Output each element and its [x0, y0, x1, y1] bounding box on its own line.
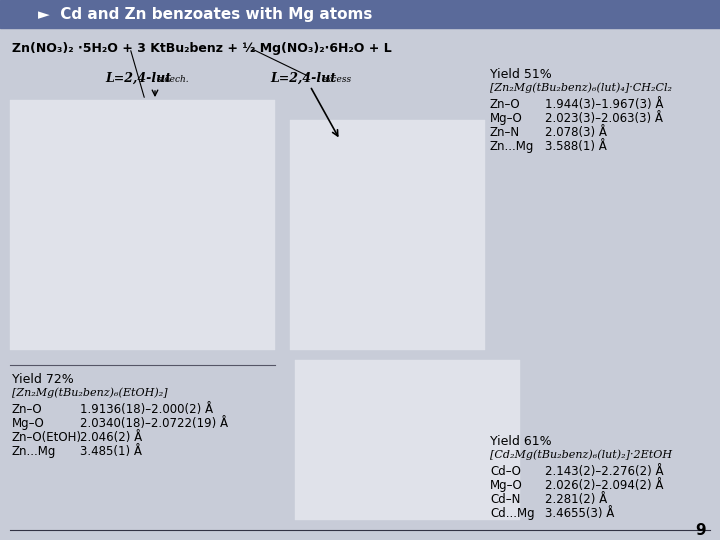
Text: L=2,4-lut: L=2,4-lut: [270, 72, 336, 85]
Text: 2.143(2)–2.276(2) Å: 2.143(2)–2.276(2) Å: [545, 465, 664, 478]
Text: Zn–O: Zn–O: [12, 403, 42, 416]
Text: Cd...Mg: Cd...Mg: [490, 507, 535, 520]
Text: Cd–N: Cd–N: [490, 493, 521, 506]
Bar: [295, 360, 520, 520]
Text: Yield 51%: Yield 51%: [490, 68, 552, 81]
Text: 1.9136(18)–2.000(2) Å: 1.9136(18)–2.000(2) Å: [80, 403, 213, 416]
Text: Mg–O: Mg–O: [490, 479, 523, 492]
Text: 2.023(3)–2.063(3) Å: 2.023(3)–2.063(3) Å: [545, 112, 663, 125]
Text: 9: 9: [696, 523, 706, 538]
Text: excess: excess: [322, 75, 352, 84]
Text: Mg–O: Mg–O: [490, 112, 523, 125]
Text: 2.026(2)–2.094(2) Å: 2.026(2)–2.094(2) Å: [545, 479, 664, 492]
Text: 3.485(1) Å: 3.485(1) Å: [80, 445, 142, 458]
Text: Zn–O: Zn–O: [490, 98, 521, 111]
Text: 3.588(1) Å: 3.588(1) Å: [545, 140, 607, 153]
Text: [Zn₂Mg(tBu₂benz)₆(EtOH)₂]: [Zn₂Mg(tBu₂benz)₆(EtOH)₂]: [12, 387, 168, 397]
Text: [Zn₂Mg(tBu₂benz)₆(lut)₄]·CH₂Cl₂: [Zn₂Mg(tBu₂benz)₆(lut)₄]·CH₂Cl₂: [490, 82, 672, 92]
Text: Mg–O: Mg–O: [12, 417, 45, 430]
Bar: [10, 100, 275, 350]
Text: Zn–N: Zn–N: [490, 126, 520, 139]
Text: 2.046(2) Å: 2.046(2) Å: [80, 431, 143, 444]
Text: Yield 72%: Yield 72%: [12, 373, 73, 386]
Text: 3.4655(3) Å: 3.4655(3) Å: [545, 507, 614, 520]
Text: Zn–O(EtOH): Zn–O(EtOH): [12, 431, 82, 444]
Text: stoech.: stoech.: [157, 75, 189, 84]
Text: ►  Cd and Zn benzoates with Mg atoms: ► Cd and Zn benzoates with Mg atoms: [38, 6, 372, 22]
Text: 2.078(3) Å: 2.078(3) Å: [545, 126, 607, 139]
Bar: [290, 120, 485, 350]
Text: Zn...Mg: Zn...Mg: [490, 140, 534, 153]
Text: 2.0340(18)–2.0722(19) Å: 2.0340(18)–2.0722(19) Å: [80, 417, 228, 430]
Text: Yield 61%: Yield 61%: [490, 435, 552, 448]
Text: Zn(NO₃)₂ ∙5H₂O + 3 KtBu₂benz + ½ Mg(NO₃)₂∙6H₂O + L: Zn(NO₃)₂ ∙5H₂O + 3 KtBu₂benz + ½ Mg(NO₃)…: [12, 42, 392, 55]
Text: 2.281(2) Å: 2.281(2) Å: [545, 493, 607, 506]
Text: [Cd₂Mg(tBu₂benz)₆(lut)₂]·2EtOH: [Cd₂Mg(tBu₂benz)₆(lut)₂]·2EtOH: [490, 449, 672, 460]
Text: 1.944(3)–1.967(3) Å: 1.944(3)–1.967(3) Å: [545, 98, 664, 111]
Bar: [0, 0, 720, 28]
Text: Zn...Mg: Zn...Mg: [12, 445, 56, 458]
Text: L=2,4-lut: L=2,4-lut: [105, 72, 171, 85]
Text: Cd–O: Cd–O: [490, 465, 521, 478]
